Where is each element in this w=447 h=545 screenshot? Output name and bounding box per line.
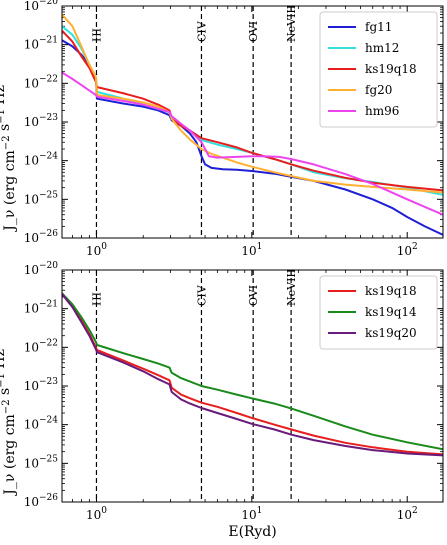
y-tick-label: 10−23 xyxy=(24,113,59,129)
series-line-fg20 xyxy=(62,13,443,194)
ion-label-hi: HI xyxy=(90,28,103,42)
y-tick-label: 10−24 xyxy=(24,152,59,168)
legend-label-ks19q18: ks19q18 xyxy=(365,62,417,76)
legend-label-fg20: fg20 xyxy=(365,83,392,97)
ion-label-hi: HI xyxy=(90,292,103,306)
series-line-hm96 xyxy=(62,71,443,216)
ion-label-ovi: OVI xyxy=(247,21,260,42)
legend-label-ks19q14: ks19q14 xyxy=(365,305,417,319)
legend-label-ks19q18: ks19q18 xyxy=(365,284,417,298)
ion-label-civ: CIV xyxy=(195,284,208,306)
y-axis-label: J_ν (erg cm−2 s−1 Hz−1 Sr−1) xyxy=(0,29,18,232)
y-tick-label: 10−21 xyxy=(24,300,58,316)
chart-panel-bottom: HI CIV OVI NeVIII 100 101 102 10−20 10−21 10−22 10… xyxy=(0,261,444,540)
legend: fg11 hm12 ks19q18 fg20 hm96 xyxy=(319,11,438,128)
legend: ks19q18 ks19q14 ks19q20 xyxy=(319,275,438,350)
legend-label-hm12: hm12 xyxy=(365,41,399,55)
legend-box xyxy=(319,11,438,128)
series-line-ks19q14 xyxy=(62,292,443,451)
x-tick-label: 101 xyxy=(241,242,262,258)
y-tick-label: 10−26 xyxy=(24,493,59,509)
y-tick-label: 10−26 xyxy=(24,229,59,245)
y-tick-label: 10−21 xyxy=(24,36,58,52)
x-tick-label: 101 xyxy=(241,506,262,522)
y-tick-label: 10−20 xyxy=(24,0,59,13)
ion-label-civ: CIV xyxy=(195,20,208,42)
y-tick-label: 10−25 xyxy=(24,454,59,470)
legend-label-hm96: hm96 xyxy=(365,104,399,118)
ion-label-neviii: NeVIII xyxy=(285,5,298,42)
legend-label-ks19q20: ks19q20 xyxy=(365,326,417,340)
chart-panel-top: HI CIV OVI NeVIII 100 101 102 10−20 10−21 10−22 10… xyxy=(0,0,444,258)
ion-label-neviii: NeVIII xyxy=(285,269,298,306)
x-tick-label: 102 xyxy=(397,506,418,522)
x-tick-label: 100 xyxy=(86,506,107,522)
legend-label-fg11: fg11 xyxy=(365,20,392,34)
series-group xyxy=(62,13,443,236)
ion-label-ovi: OVI xyxy=(247,285,260,306)
legend-box xyxy=(319,275,438,350)
x-axis-label: E(Ryd) xyxy=(228,524,276,540)
y-tick-label: 10−22 xyxy=(24,338,58,354)
y-tick-label: 10−22 xyxy=(24,74,58,90)
y-axis-label: J_ν (erg cm−2 s−1 Hz−1 Sr−1) xyxy=(0,293,18,496)
y-tick-label: 10−25 xyxy=(24,190,59,206)
y-tick-label: 10−24 xyxy=(24,416,59,432)
x-tick-label: 100 xyxy=(86,242,107,258)
y-tick-label: 10−20 xyxy=(24,261,59,277)
x-tick-label: 102 xyxy=(397,242,418,258)
series-group xyxy=(62,292,443,457)
y-tick-label: 10−23 xyxy=(24,377,59,393)
series-line-ks19q20 xyxy=(62,293,443,457)
